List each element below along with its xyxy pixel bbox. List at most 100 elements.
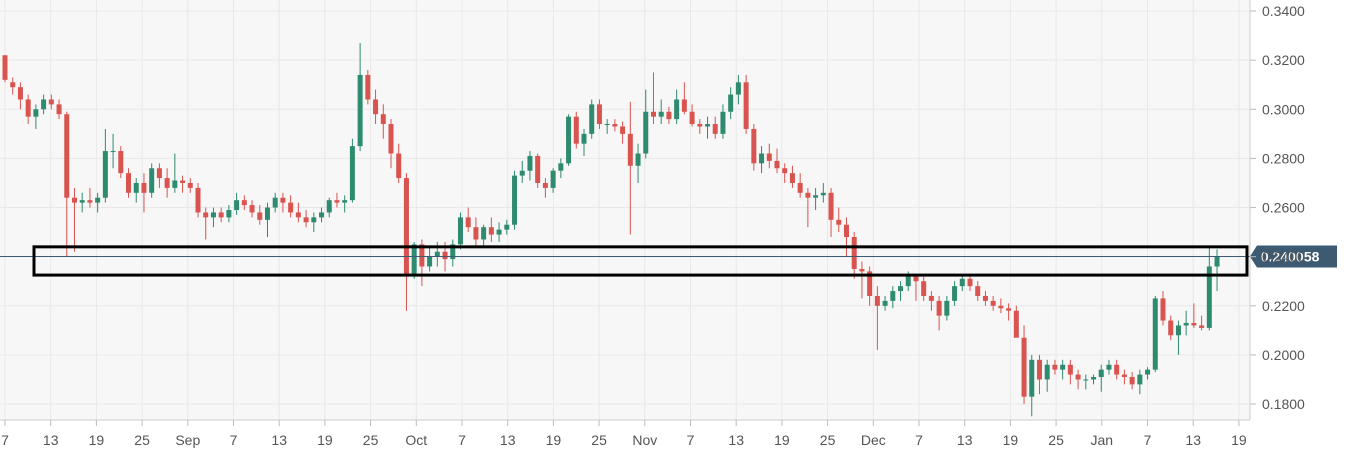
candle-body [867, 271, 873, 296]
candle-body [1121, 374, 1127, 378]
candle [473, 217, 479, 247]
candle-body [936, 300, 942, 316]
candle-body [828, 192, 834, 220]
overlays: 0.240058 [0, 245, 1337, 277]
candle-body [527, 155, 533, 171]
candle-body [496, 229, 502, 235]
candle [172, 153, 178, 193]
candle [457, 212, 463, 250]
candle-body [1075, 374, 1081, 380]
candle [550, 168, 556, 193]
y-tick-label: 0.2600 [1262, 200, 1305, 216]
candle-body [928, 295, 934, 301]
candle [836, 207, 842, 233]
candle [280, 192, 286, 213]
candle [334, 192, 340, 208]
candle [33, 104, 39, 129]
candle [1183, 310, 1189, 336]
plot-background [0, 0, 1250, 420]
candle-body [735, 82, 741, 95]
candle [295, 202, 301, 223]
candle [1129, 372, 1135, 390]
candle [241, 195, 247, 210]
candle-body [1160, 298, 1166, 321]
x-tick-label: 13 [271, 432, 287, 448]
candle [427, 246, 433, 272]
candle [643, 89, 649, 159]
candle-body [457, 217, 463, 245]
x-tick-label: 19 [1003, 432, 1019, 448]
candle-body [512, 175, 518, 225]
candle-body [218, 212, 224, 218]
candle-body [396, 153, 402, 179]
candle-body [403, 178, 409, 274]
candle [357, 42, 363, 152]
candle [573, 111, 579, 149]
candle [64, 111, 70, 257]
candle-body [342, 200, 348, 203]
candle [596, 99, 602, 129]
candle [681, 82, 687, 115]
candle [10, 77, 16, 95]
x-tick-label: 7 [458, 432, 466, 448]
candle [820, 182, 826, 203]
candle [705, 116, 711, 139]
candle-body [110, 151, 116, 153]
candle [95, 192, 101, 213]
candle-body [944, 300, 950, 316]
candle-body [295, 212, 301, 218]
x-tick-label: 19 [546, 432, 562, 448]
candle-body [1052, 364, 1058, 370]
candle-body [535, 155, 541, 183]
candle [110, 133, 116, 169]
candle-body [589, 104, 595, 134]
candle [25, 94, 31, 125]
candle [1067, 359, 1073, 385]
x-tick-label: 19 [89, 432, 105, 448]
candle-body [1145, 369, 1151, 375]
candle-body [952, 286, 958, 301]
candle [990, 295, 996, 311]
x-tick-label: 25 [1048, 432, 1064, 448]
candle-body [643, 111, 649, 154]
candle-body [1206, 266, 1212, 328]
candle-body [427, 256, 433, 267]
candle-body [56, 104, 62, 115]
candle [566, 114, 572, 166]
candle [1121, 369, 1127, 385]
candle [1106, 359, 1112, 375]
candle-body [797, 182, 803, 193]
candle [288, 195, 294, 218]
candle-body [990, 300, 996, 306]
x-tick-label: 13 [957, 432, 973, 448]
candle-body [1214, 256, 1220, 267]
candle [187, 178, 193, 193]
candle [126, 168, 132, 198]
candle-body [473, 227, 479, 240]
candle [2, 55, 8, 83]
candle-body [982, 295, 988, 301]
candle-body [558, 163, 564, 171]
candle-body [126, 173, 132, 193]
candle-body [95, 197, 101, 203]
candle-body [388, 124, 394, 154]
y-tick-label: 0.2200 [1262, 298, 1305, 314]
candle-body [689, 111, 695, 125]
x-tick-label: 7 [230, 432, 238, 448]
y-tick-label: 0.2800 [1262, 150, 1305, 166]
candle-body [967, 278, 973, 287]
candle [326, 197, 332, 218]
candle-body [681, 99, 687, 112]
candle-body [149, 168, 155, 193]
candle [612, 119, 618, 132]
candle [1199, 315, 1205, 331]
candle [1137, 369, 1143, 395]
candle-body [156, 168, 162, 179]
candle-body [187, 182, 193, 188]
candle [975, 281, 981, 301]
candle [828, 187, 834, 238]
candle-body [1036, 359, 1042, 380]
candle [1145, 367, 1151, 380]
candle [1168, 315, 1174, 341]
candle [1036, 354, 1042, 395]
